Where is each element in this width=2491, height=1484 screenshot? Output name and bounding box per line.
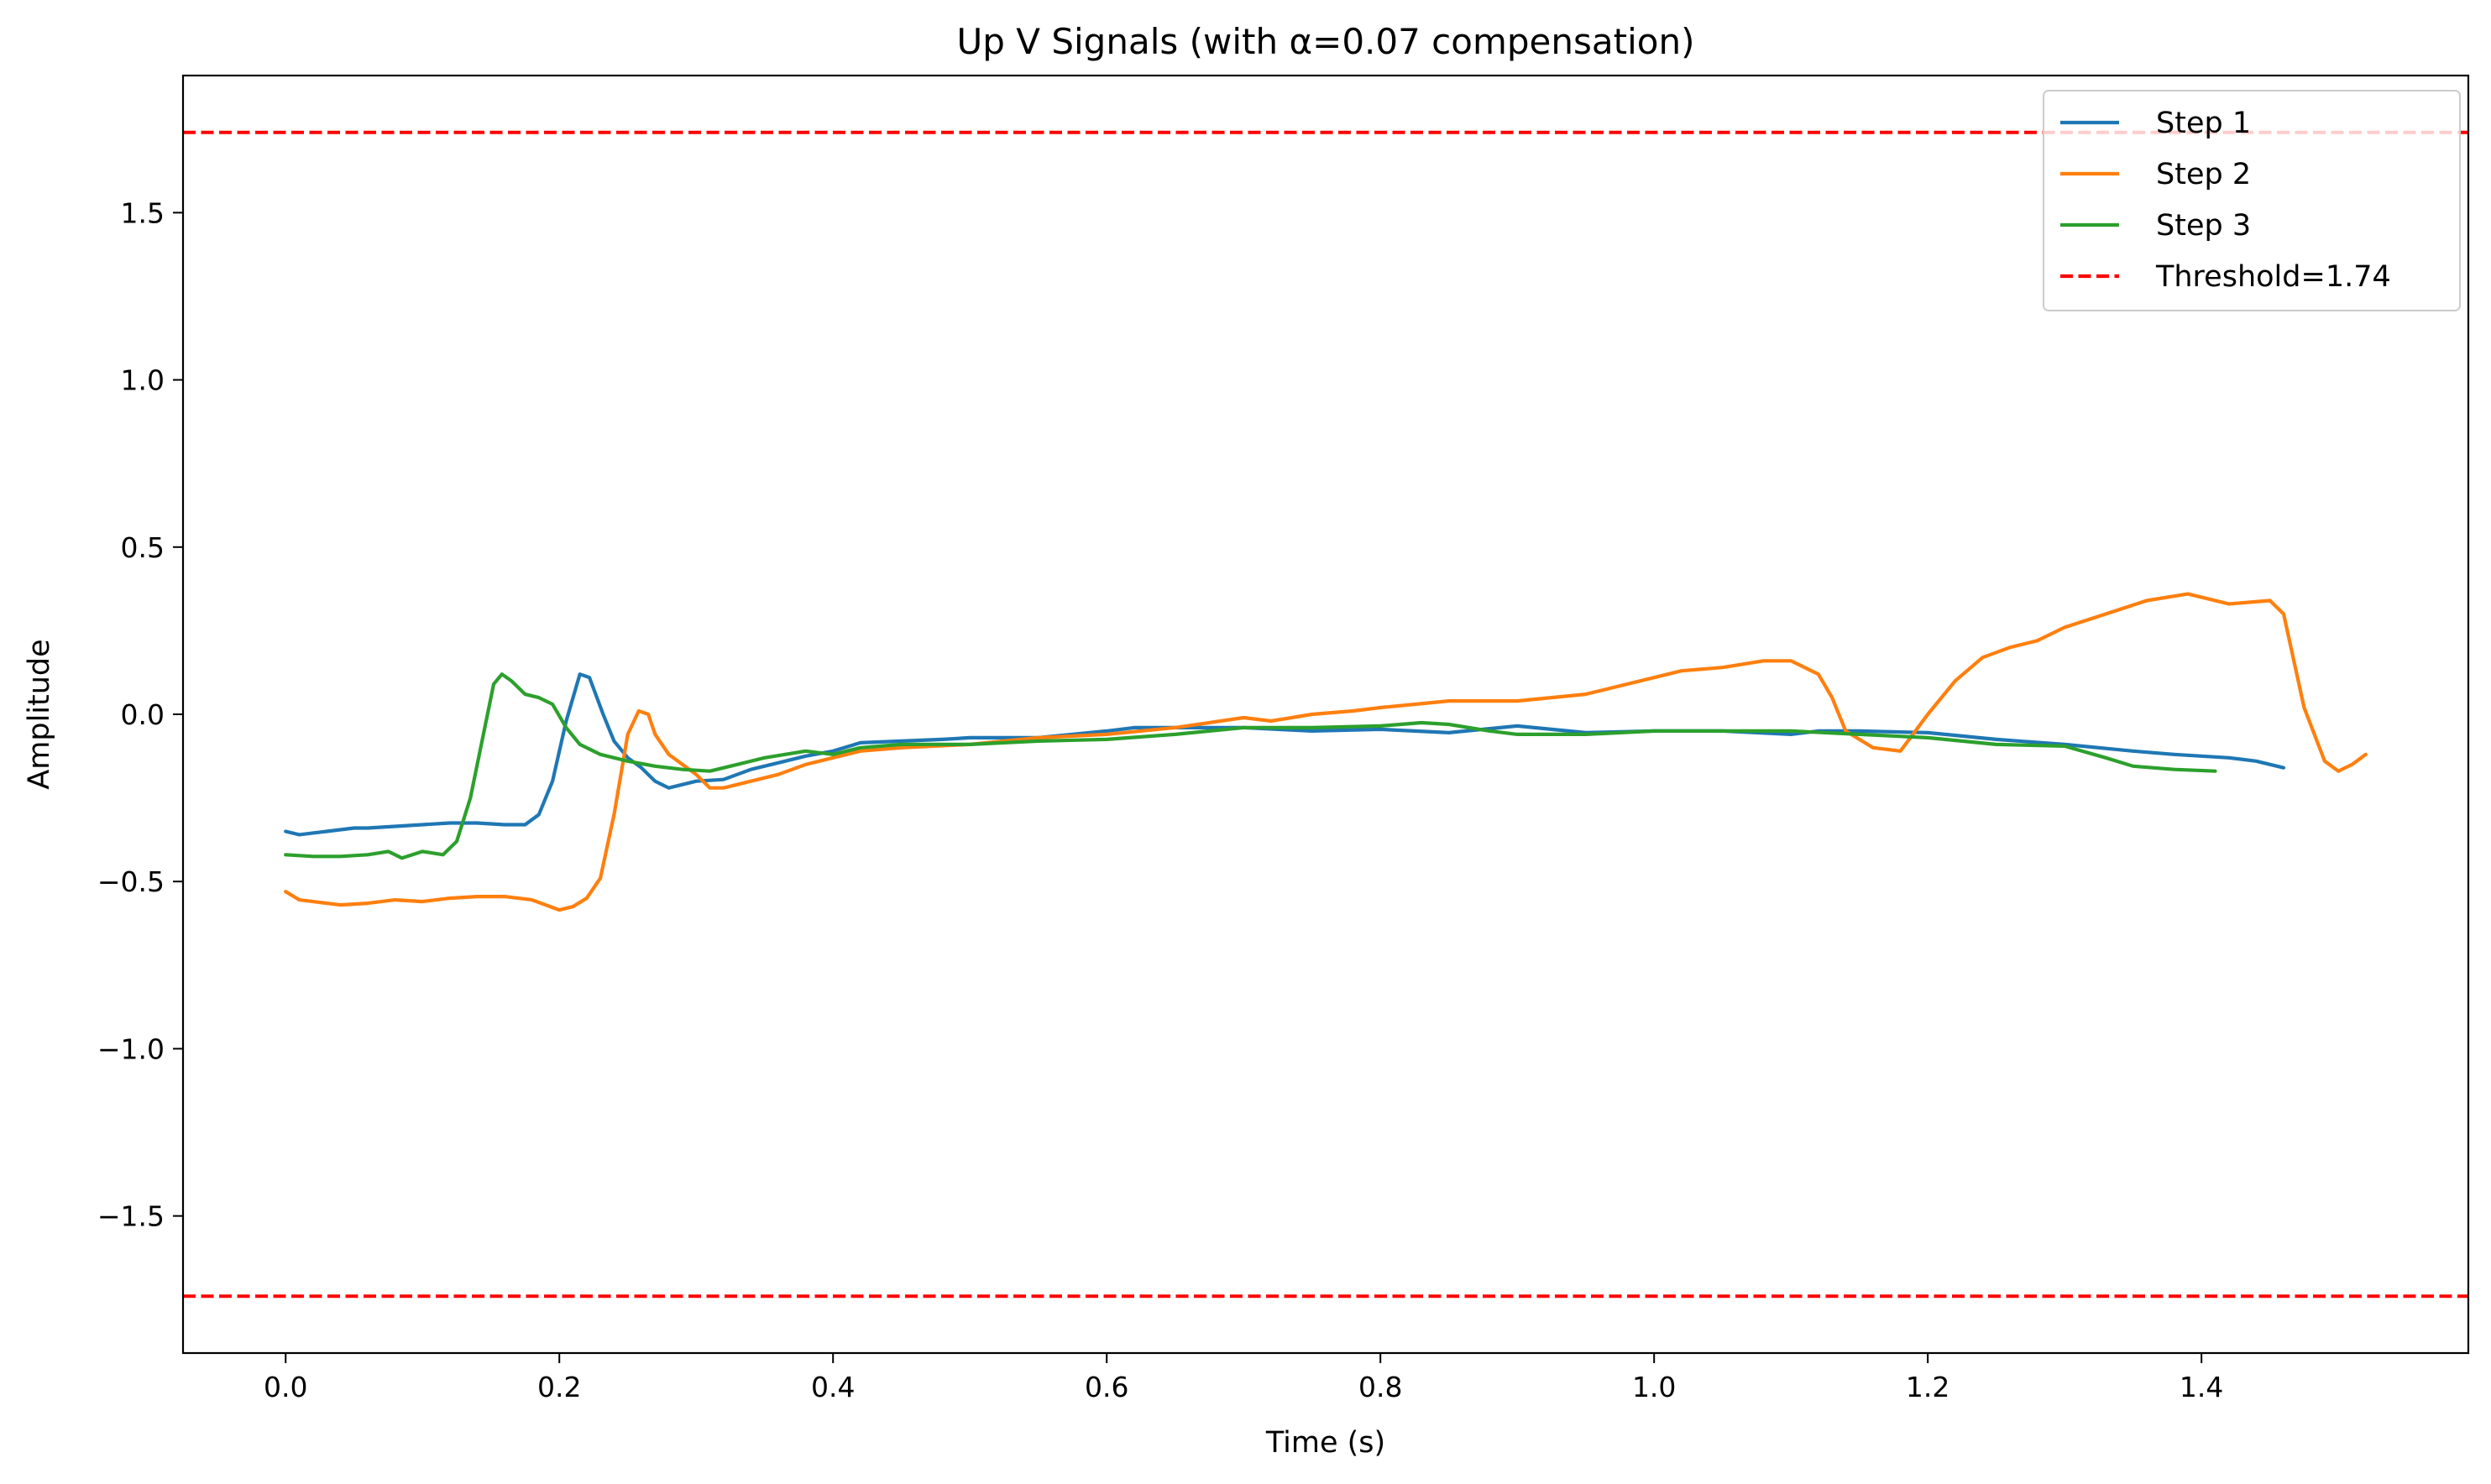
y-tick-label: 1.0 [121,364,165,397]
y-tick-label: −0.5 [97,865,165,898]
x-tick-label: 0.4 [811,1371,855,1403]
x-tick-label: 0.2 [537,1371,581,1403]
y-tick-label: 0.0 [121,698,165,731]
axis-ticks: 0.0 0.2 0.4 0.6 0.8 1.0 1.2 1.4 −1.5 −1.0 −0.5 0.0 0… [97,196,2224,1403]
legend-label: Step 3 [2156,209,2251,243]
legend-label: Step 2 [2156,158,2251,191]
x-axis-label: Time (s) [1265,1426,1385,1460]
x-tick-label: 0.0 [264,1371,307,1403]
series-line-step-2 [284,592,2368,912]
x-tick-label: 1.4 [2180,1371,2223,1403]
y-axis-label: Amplitude [23,639,56,789]
legend-label: Step 1 [2156,107,2251,140]
x-tick-label: 0.6 [1085,1371,1128,1403]
y-tick-label: −1.0 [97,1032,165,1065]
x-tick-label: 1.0 [1632,1371,1676,1403]
x-tick-label: 1.2 [1906,1371,1949,1403]
y-tick-label: 0.5 [121,531,165,564]
chart-title: Up V Signals (with α=0.07 compensation) [957,21,1695,62]
legend: Step 1 Step 2 Step 3 Threshold=1.74 [2043,90,2461,311]
y-tick-label: −1.5 [97,1200,165,1233]
x-tick-label: 0.8 [1358,1371,1402,1403]
y-tick-label: 1.5 [121,196,165,229]
legend-label: Threshold=1.74 [2155,260,2391,294]
series-line-step-3 [284,672,2217,860]
legend-box [2043,90,2461,311]
